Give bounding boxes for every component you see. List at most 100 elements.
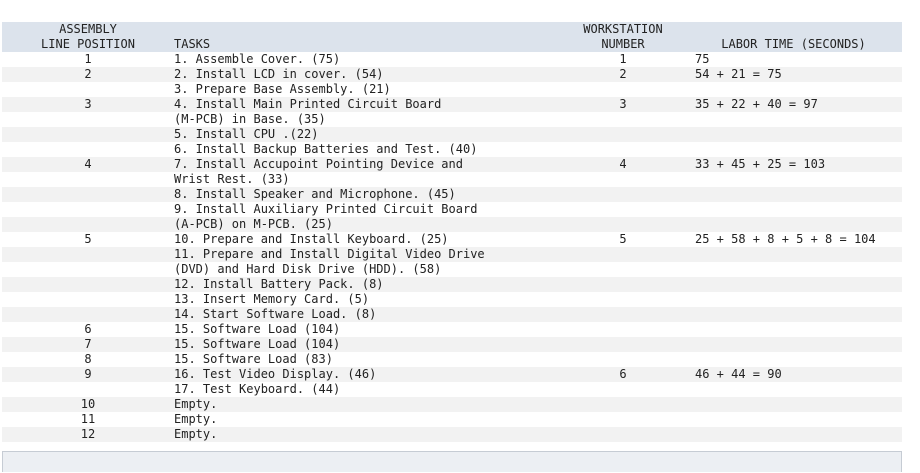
task-cell: (A-PCB) on M-PCB. (25) [174,217,561,232]
table-row: 12. Install Battery Pack. (8) [2,277,902,292]
workstation-cell [561,262,685,277]
table-row: (M-PCB) in Base. (35) [2,112,902,127]
task-cell: 4. Install Main Printed Circuit Board [174,97,561,112]
table-row: 17. Test Keyboard. (44) [2,382,902,397]
position-cell: 7 [2,337,174,352]
workstation-cell [561,352,685,367]
header-tasks: TASKS [174,22,561,52]
workstation-cell [561,292,685,307]
table-row: 11 Empty. [2,412,902,427]
labor-time-cell: 35 + 22 + 40 = 97 [685,97,902,112]
table-row: 8 15. Software Load (83) [2,352,902,367]
table-body: 1 1. Assemble Cover. (75) 1 75 2 2. Install L… [2,52,902,442]
header-row: ASSEMBLY LINE POSITION TASKS WORKSTATION N… [2,22,902,52]
position-cell [2,187,174,202]
task-cell: (DVD) and Hard Disk Drive (HDD). (58) [174,262,561,277]
labor-time-cell [685,277,902,292]
header-workstation-number: WORKSTATION NUMBER [561,22,685,52]
position-cell [2,142,174,157]
table-row: 5. Install CPU .(22) [2,127,902,142]
table-row: 4 7. Install Accupoint Pointing Device an… [2,157,902,172]
table-row: 10 Empty. [2,397,902,412]
position-cell [2,202,174,217]
table-row: Wrist Rest. (33) [2,172,902,187]
workstation-cell: 6 [561,367,685,382]
task-cell: 13. Insert Memory Card. (5) [174,292,561,307]
position-cell [2,247,174,262]
labor-time-cell: 25 + 58 + 8 + 5 + 8 = 104 [685,232,902,247]
task-cell: 2. Install LCD in cover. (54) [174,67,561,82]
table-row: 14. Start Software Load. (8) [2,307,902,322]
labor-time-cell [685,307,902,322]
table-row: 1 1. Assemble Cover. (75) 1 75 [2,52,902,67]
position-cell [2,292,174,307]
labor-time-cell [685,427,902,442]
labor-time-cell [685,142,902,157]
position-cell: 11 [2,412,174,427]
workstation-cell [561,337,685,352]
labor-time-cell [685,262,902,277]
workstation-cell [561,277,685,292]
labor-time-cell [685,352,902,367]
task-cell: 6. Install Backup Batteries and Test. (4… [174,142,561,157]
task-cell: 3. Prepare Base Assembly. (21) [174,82,561,97]
table-row: (A-PCB) on M-PCB. (25) [2,217,902,232]
labor-time-cell: 33 + 45 + 25 = 103 [685,157,902,172]
labor-time-cell [685,187,902,202]
labor-time-cell [685,322,902,337]
position-cell [2,262,174,277]
workstation-cell [561,307,685,322]
task-cell: 11. Prepare and Install Digital Video Dr… [174,247,561,262]
position-cell: 5 [2,232,174,247]
task-cell: 12. Install Battery Pack. (8) [174,277,561,292]
task-cell: 5. Install CPU .(22) [174,127,561,142]
table-row: 8. Install Speaker and Microphone. (45) [2,187,902,202]
task-cell: (M-PCB) in Base. (35) [174,112,561,127]
position-cell [2,82,174,97]
table-row: 3 4. Install Main Printed Circuit Board 3 3… [2,97,902,112]
header-labor-time: LABOR TIME (SECONDS) [685,22,902,52]
position-cell: 10 [2,397,174,412]
labor-time-cell [685,337,902,352]
table-row: 6 15. Software Load (104) [2,322,902,337]
header-position-line1: ASSEMBLY [59,22,117,36]
workstation-cell: 2 [561,67,685,82]
task-cell: 17. Test Keyboard. (44) [174,382,561,397]
position-cell [2,127,174,142]
task-cell: 7. Install Accupoint Pointing Device and [174,157,561,172]
position-cell: 6 [2,322,174,337]
workstation-cell: 3 [561,97,685,112]
workstation-cell [561,397,685,412]
assembly-line-table: ASSEMBLY LINE POSITION TASKS WORKSTATION N… [2,22,902,442]
labor-time-cell [685,382,902,397]
position-cell: 8 [2,352,174,367]
workstation-cell [561,217,685,232]
table-header: ASSEMBLY LINE POSITION TASKS WORKSTATION N… [2,22,902,52]
header-workstation-line1: WORKSTATION [583,22,663,36]
workstation-cell [561,187,685,202]
labor-time-cell [685,82,902,97]
header-assembly-line-position: ASSEMBLY LINE POSITION [2,22,174,52]
task-cell: 15. Software Load (83) [174,352,561,367]
table-row: 7 15. Software Load (104) [2,337,902,352]
labor-time-cell: 75 [685,52,902,67]
workstation-cell [561,172,685,187]
header-position-line2: LINE POSITION [41,37,135,51]
labor-time-cell: 46 + 44 = 90 [685,367,902,382]
workstation-cell [561,427,685,442]
task-cell: 10. Prepare and Install Keyboard. (25) [174,232,561,247]
labor-time-cell [685,202,902,217]
task-cell: 14. Start Software Load. (8) [174,307,561,322]
table-row: 2 2. Install LCD in cover. (54) 2 54 + 21 =… [2,67,902,82]
position-cell [2,307,174,322]
position-cell: 9 [2,367,174,382]
table-row: 9. Install Auxiliary Printed Circuit Boa… [2,202,902,217]
position-cell [2,217,174,232]
workstation-cell [561,142,685,157]
position-cell: 1 [2,52,174,67]
task-cell: Empty. [174,427,561,442]
workstation-cell [561,202,685,217]
task-cell: 9. Install Auxiliary Printed Circuit Boa… [174,202,561,217]
position-cell: 12 [2,427,174,442]
task-cell: Wrist Rest. (33) [174,172,561,187]
